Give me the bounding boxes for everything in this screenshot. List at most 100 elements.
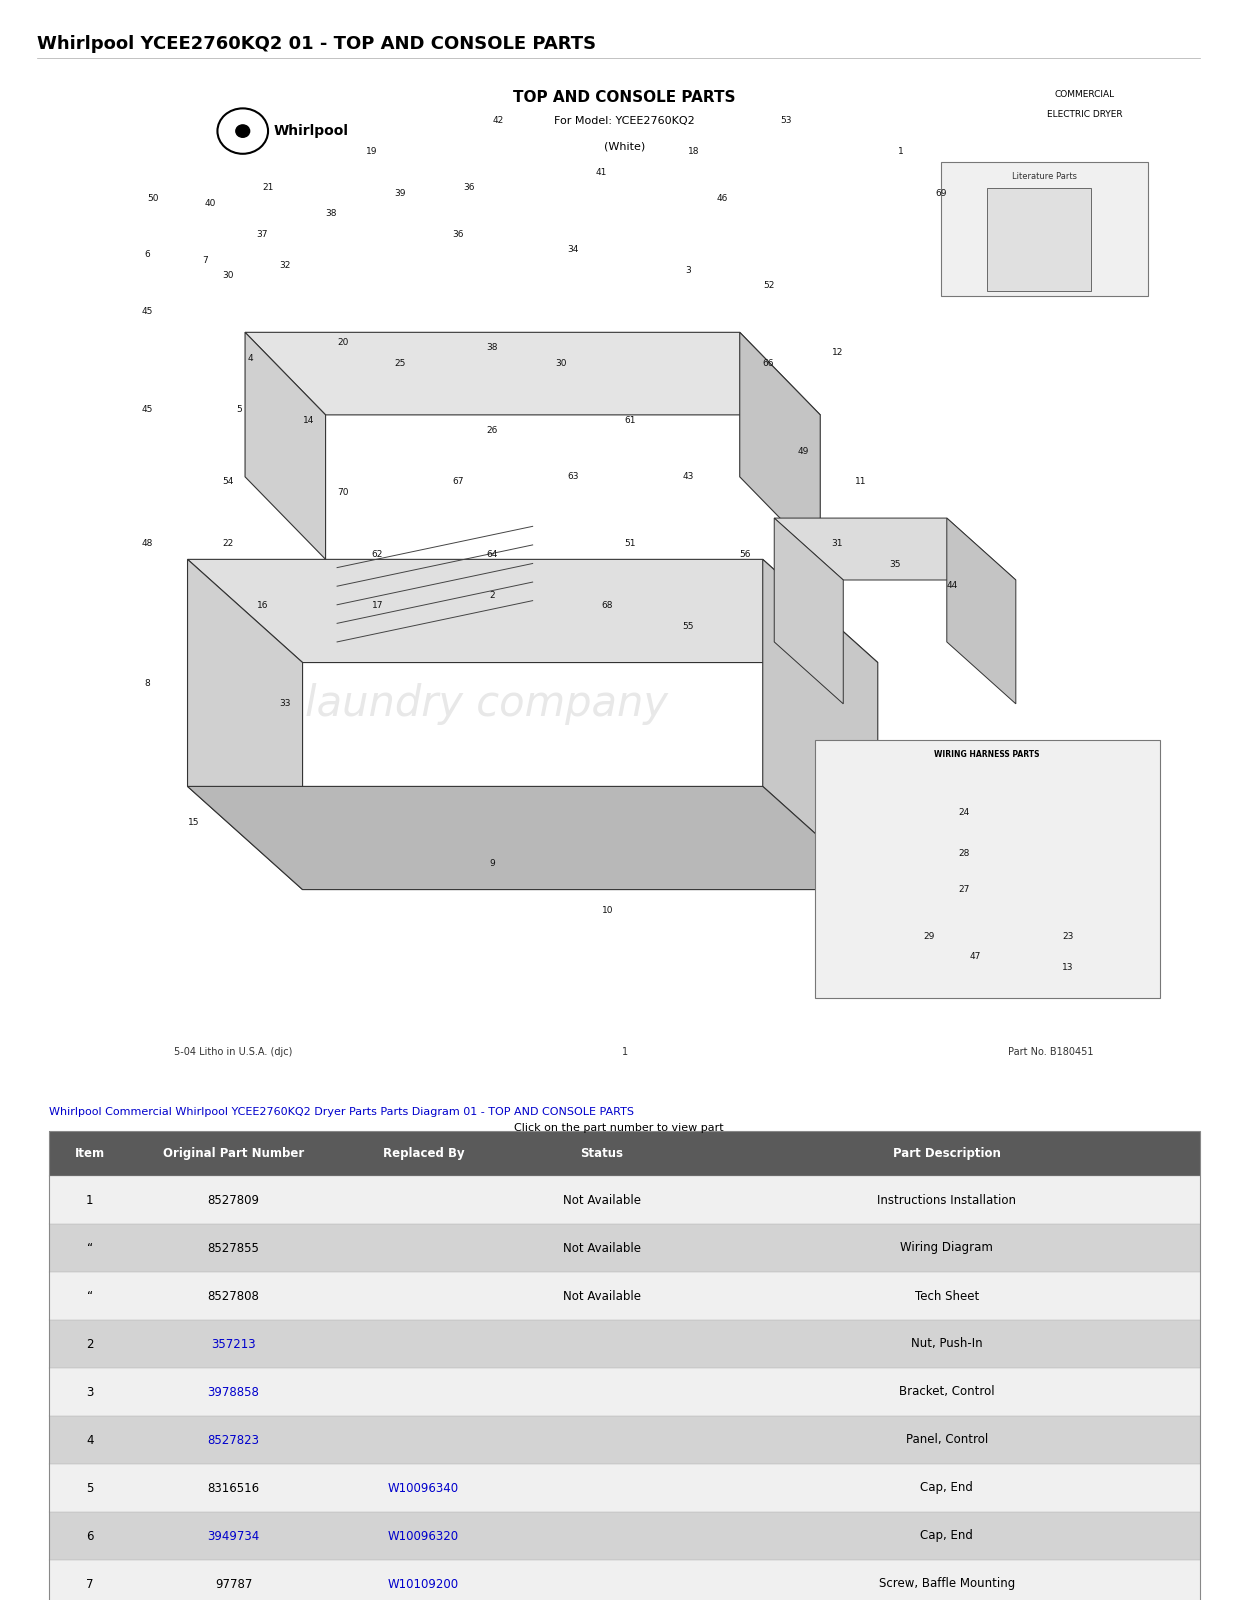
- Text: 23: 23: [1061, 931, 1074, 941]
- Text: 5: 5: [87, 1482, 94, 1494]
- Text: “: “: [87, 1290, 93, 1302]
- Text: 41: 41: [596, 168, 607, 178]
- Text: 36: 36: [464, 184, 475, 192]
- Text: W10096320: W10096320: [388, 1530, 459, 1542]
- FancyBboxPatch shape: [987, 187, 1091, 291]
- Text: 10: 10: [601, 906, 614, 915]
- Polygon shape: [188, 787, 878, 890]
- Text: 2: 2: [490, 590, 495, 600]
- Text: 1: 1: [87, 1194, 94, 1206]
- Text: 6: 6: [87, 1530, 94, 1542]
- Text: 68: 68: [601, 602, 614, 610]
- Text: 40: 40: [205, 198, 216, 208]
- Polygon shape: [245, 333, 820, 414]
- Text: Screw, Baffle Mounting: Screw, Baffle Mounting: [878, 1578, 1014, 1590]
- Text: 38: 38: [486, 344, 499, 352]
- Text: 66: 66: [763, 358, 774, 368]
- Text: 54: 54: [223, 477, 234, 486]
- Text: 8527823: 8527823: [208, 1434, 260, 1446]
- Text: 70: 70: [338, 488, 349, 496]
- Text: 3: 3: [87, 1386, 94, 1398]
- Text: 48: 48: [141, 539, 153, 549]
- Text: 34: 34: [568, 245, 579, 254]
- Polygon shape: [774, 518, 844, 704]
- Text: 45: 45: [141, 405, 153, 414]
- FancyBboxPatch shape: [49, 1224, 1200, 1272]
- Circle shape: [236, 125, 250, 138]
- Text: 32: 32: [280, 261, 291, 270]
- Polygon shape: [946, 518, 1016, 704]
- Text: 17: 17: [371, 602, 383, 610]
- Text: 15: 15: [188, 818, 199, 827]
- Text: Part Description: Part Description: [893, 1147, 1001, 1160]
- Text: Cap, End: Cap, End: [920, 1482, 974, 1494]
- Text: Bracket, Control: Bracket, Control: [899, 1386, 995, 1398]
- Text: Whirlpool: Whirlpool: [273, 125, 349, 138]
- Text: COMMERCIAL: COMMERCIAL: [1055, 90, 1115, 99]
- Text: Not Available: Not Available: [563, 1194, 641, 1206]
- Text: 51: 51: [625, 539, 636, 549]
- FancyBboxPatch shape: [49, 1320, 1200, 1368]
- Text: 4: 4: [87, 1434, 94, 1446]
- Text: 61: 61: [625, 416, 636, 424]
- Text: 42: 42: [492, 117, 503, 125]
- Text: For Model: YCEE2760KQ2: For Model: YCEE2760KQ2: [554, 115, 695, 125]
- Text: 8527809: 8527809: [208, 1194, 260, 1206]
- Text: 69: 69: [935, 189, 946, 197]
- Text: 56: 56: [740, 550, 751, 558]
- FancyBboxPatch shape: [49, 1512, 1200, 1560]
- Text: 12: 12: [831, 349, 844, 357]
- Text: 52: 52: [763, 282, 774, 290]
- Polygon shape: [763, 560, 878, 890]
- Text: 21: 21: [262, 184, 273, 192]
- Text: 20: 20: [338, 338, 349, 347]
- Text: 45: 45: [141, 307, 153, 317]
- Text: 3: 3: [685, 266, 690, 275]
- Text: 28: 28: [959, 850, 970, 858]
- FancyBboxPatch shape: [814, 739, 1159, 998]
- Text: 35: 35: [889, 560, 901, 570]
- Text: W10109200: W10109200: [388, 1578, 459, 1590]
- Text: 357213: 357213: [212, 1338, 256, 1350]
- Text: 31: 31: [831, 539, 844, 549]
- Text: 47: 47: [970, 952, 981, 962]
- Text: 16: 16: [256, 602, 268, 610]
- Text: 22: 22: [223, 539, 234, 549]
- Text: laundry company: laundry company: [306, 352, 668, 395]
- Text: 13: 13: [1061, 963, 1074, 971]
- Text: 6: 6: [145, 251, 150, 259]
- FancyBboxPatch shape: [49, 1560, 1200, 1600]
- Text: 29: 29: [924, 931, 935, 941]
- FancyBboxPatch shape: [49, 1176, 1200, 1224]
- Text: 7: 7: [87, 1578, 94, 1590]
- Text: 27: 27: [959, 885, 970, 894]
- Text: 38: 38: [325, 210, 336, 218]
- Text: 39: 39: [395, 189, 406, 197]
- Text: 64: 64: [486, 550, 499, 558]
- Text: 1: 1: [898, 147, 904, 157]
- Text: Panel, Control: Panel, Control: [905, 1434, 988, 1446]
- Text: 11: 11: [855, 477, 866, 486]
- Text: Item: Item: [74, 1147, 105, 1160]
- Text: 8527855: 8527855: [208, 1242, 260, 1254]
- Text: 9: 9: [490, 859, 495, 869]
- Text: 37: 37: [256, 230, 268, 238]
- Text: 30: 30: [555, 358, 567, 368]
- Text: W10096340: W10096340: [388, 1482, 459, 1494]
- Text: 19: 19: [366, 147, 377, 157]
- Text: laundry company: laundry company: [306, 683, 668, 725]
- Text: Replaced By: Replaced By: [382, 1147, 464, 1160]
- Polygon shape: [740, 333, 820, 560]
- Text: 63: 63: [568, 472, 579, 482]
- Text: 3978858: 3978858: [208, 1386, 260, 1398]
- Text: Original Part Number: Original Part Number: [163, 1147, 304, 1160]
- Text: Tech Sheet: Tech Sheet: [914, 1290, 978, 1302]
- Text: “: “: [87, 1242, 93, 1254]
- Polygon shape: [188, 560, 303, 890]
- Text: 1: 1: [622, 1046, 627, 1056]
- Text: 46: 46: [716, 194, 729, 203]
- Text: 8316516: 8316516: [208, 1482, 260, 1494]
- Text: 2: 2: [87, 1338, 94, 1350]
- FancyBboxPatch shape: [49, 1131, 1200, 1176]
- FancyBboxPatch shape: [49, 1464, 1200, 1512]
